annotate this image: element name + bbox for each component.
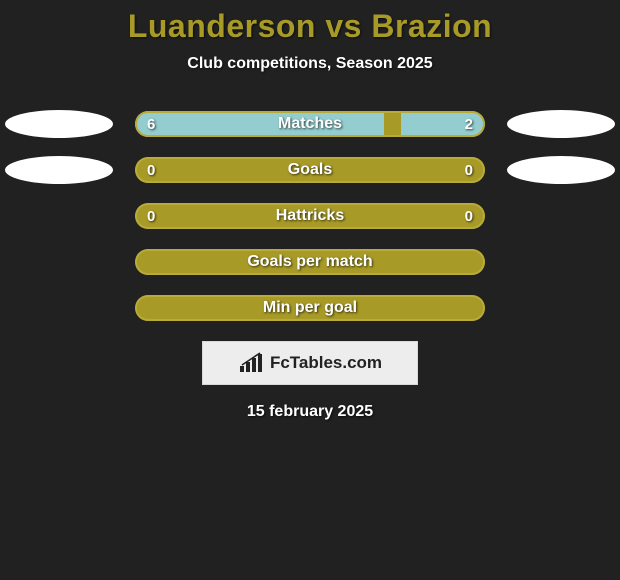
stat-bar: 0 0Goals bbox=[135, 157, 485, 183]
stat-bar: 0 0Hattricks bbox=[135, 203, 485, 229]
page-title: Luanderson vs Brazion bbox=[0, 8, 620, 45]
stat-left-value: 0 bbox=[147, 157, 155, 183]
source-logo: FcTables.com bbox=[202, 341, 418, 385]
player-left-marker bbox=[5, 110, 113, 138]
comparison-card: Luanderson vs Brazion Club competitions,… bbox=[0, 0, 620, 421]
stat-bar: Min per goal bbox=[135, 295, 485, 321]
stat-label: Hattricks bbox=[135, 203, 485, 229]
player-left-marker bbox=[5, 156, 113, 184]
player-right-marker bbox=[507, 110, 615, 138]
player-right-marker bbox=[507, 156, 615, 184]
page-subtitle: Club competitions, Season 2025 bbox=[0, 55, 620, 73]
bars-icon bbox=[238, 352, 266, 374]
comparison-row: 0 0Goals bbox=[0, 157, 620, 183]
stat-label: Goals per match bbox=[135, 249, 485, 275]
comparison-row: 62Matches bbox=[0, 111, 620, 137]
stat-left-value: 0 bbox=[147, 203, 155, 229]
stat-label: Min per goal bbox=[135, 295, 485, 321]
stat-right-value: 0 bbox=[465, 203, 473, 229]
logo-text: FcTables.com bbox=[270, 353, 382, 373]
bar-left-fill bbox=[135, 111, 384, 137]
bar-right-fill bbox=[401, 111, 485, 137]
stat-bar: Goals per match bbox=[135, 249, 485, 275]
comparison-row: Min per goal bbox=[0, 295, 620, 321]
date-text: 15 february 2025 bbox=[0, 403, 620, 421]
stat-bar: 62Matches bbox=[135, 111, 485, 137]
comparison-row: Goals per match bbox=[0, 249, 620, 275]
stat-right-value: 0 bbox=[465, 157, 473, 183]
stat-label: Goals bbox=[135, 157, 485, 183]
comparison-row: 0 0Hattricks bbox=[0, 203, 620, 229]
comparison-rows: 62Matches00Goals00HattricksGoals per mat… bbox=[0, 111, 620, 321]
